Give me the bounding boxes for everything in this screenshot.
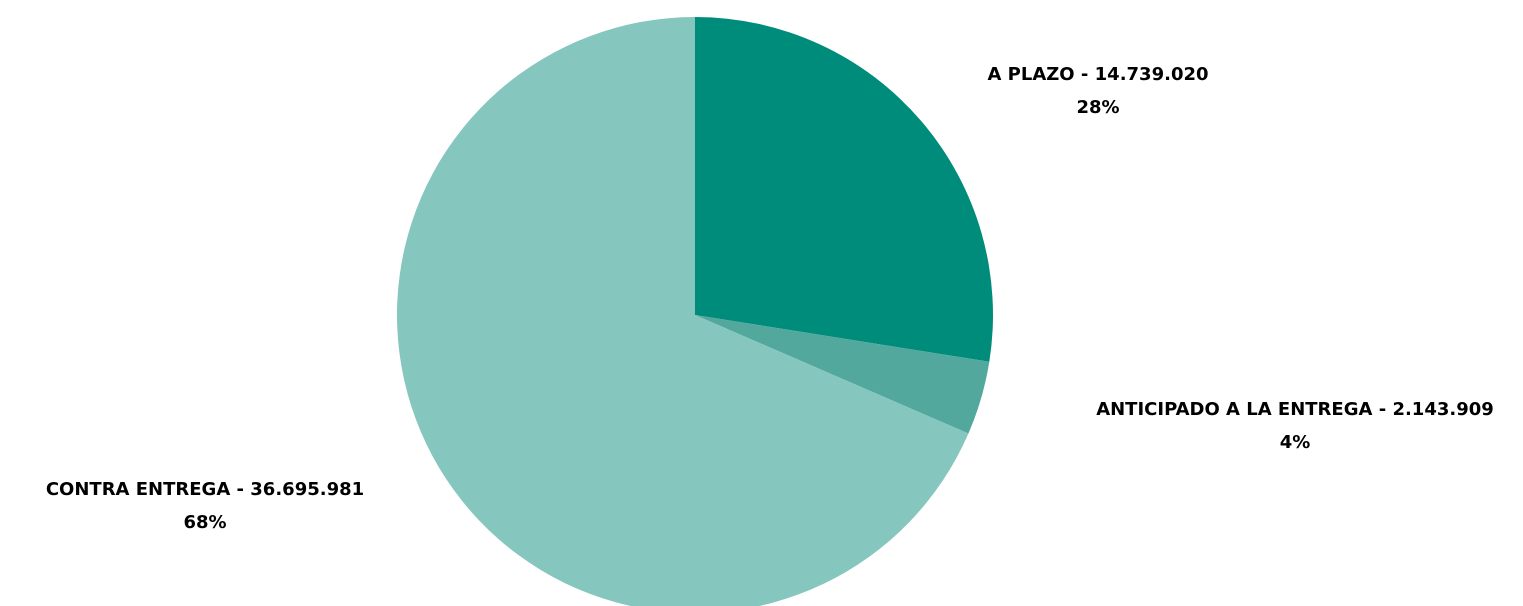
pie-slice — [695, 315, 990, 434]
slice-label: A PLAZO - 14.739.020 — [987, 64, 1208, 85]
value-label: 2.143.909 — [1392, 399, 1493, 420]
percent-label: 68% — [183, 512, 226, 533]
label-separator: - — [1372, 399, 1392, 420]
value-label: 36.695.981 — [250, 479, 364, 500]
slice-label: CONTRA ENTREGA - 36.695.981 — [46, 479, 364, 500]
category-name: ANTICIPADO A LA ENTREGA — [1096, 399, 1372, 420]
percent-label: 28% — [1076, 97, 1119, 118]
pie-slice — [695, 17, 993, 362]
label-separator: - — [1075, 64, 1095, 85]
label-separator: - — [230, 479, 250, 500]
percent-label: 4% — [1280, 432, 1311, 453]
category-name: CONTRA ENTREGA — [46, 479, 230, 500]
slice-label: ANTICIPADO A LA ENTREGA - 2.143.909 — [1096, 399, 1494, 420]
category-name: A PLAZO — [987, 64, 1074, 85]
value-label: 14.739.020 — [1095, 64, 1209, 85]
pie-slice — [397, 17, 969, 606]
